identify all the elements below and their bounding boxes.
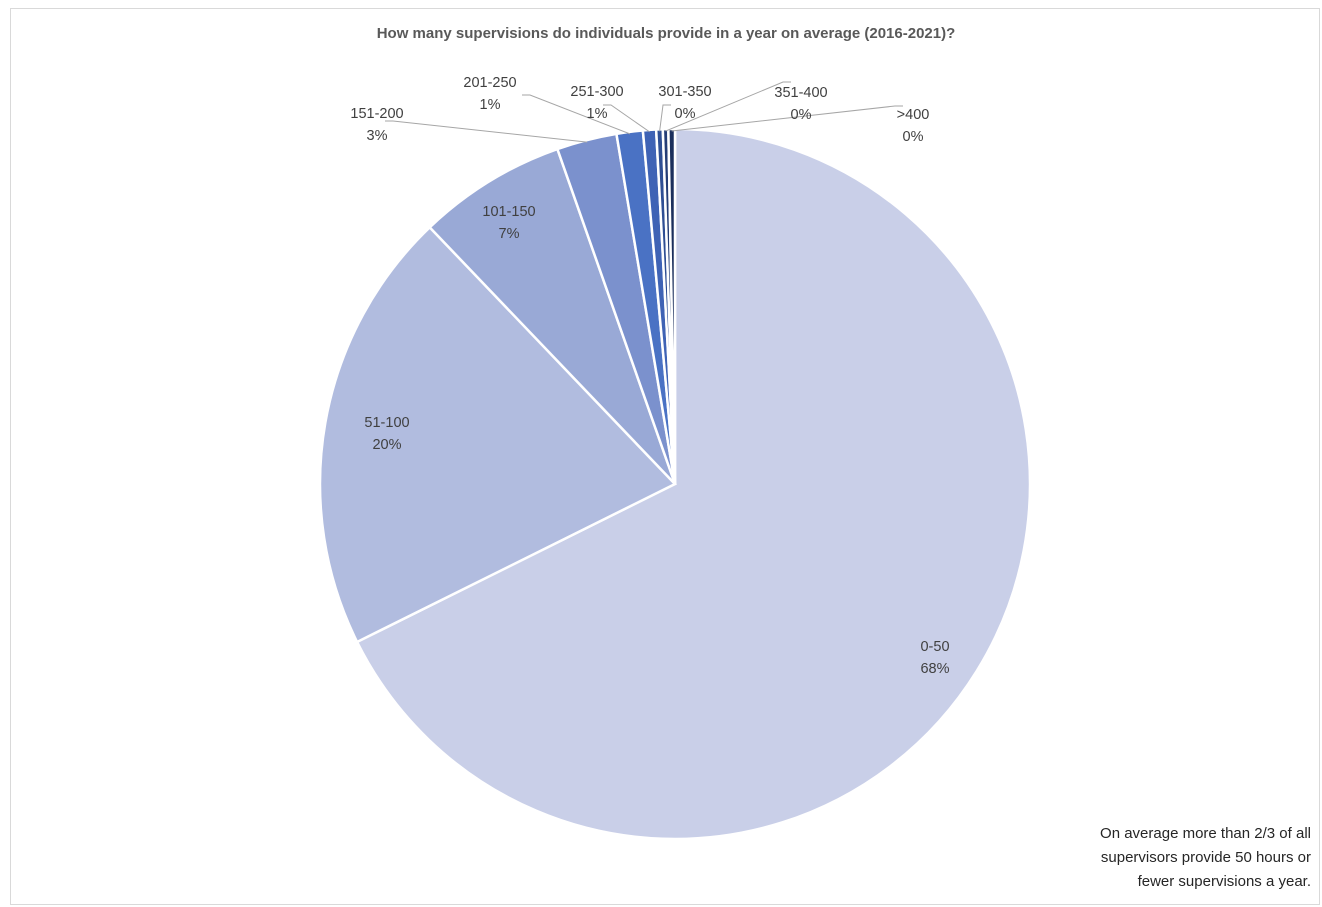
pie-slice-101-150 xyxy=(427,147,677,485)
data-label-percent: 3% xyxy=(367,128,388,144)
data-label-percent: 0% xyxy=(791,107,812,123)
data-label-percent: 1% xyxy=(480,97,501,113)
pie-slice-0-50 xyxy=(355,127,1032,841)
annotation-note: On average more than 2/3 of all supervis… xyxy=(991,822,1311,894)
data-label: 301-350 0% xyxy=(658,84,711,122)
leader-line xyxy=(665,81,791,132)
data-label-category: 201-250 xyxy=(463,75,516,91)
leader-line xyxy=(522,94,631,135)
data-label-category: >400 xyxy=(897,107,930,123)
data-label: >400 0% xyxy=(897,107,930,145)
data-label-category: 0-50 xyxy=(920,639,949,655)
data-label: 351-400 0% xyxy=(774,85,827,123)
data-label-category: 351-400 xyxy=(774,85,827,101)
leader-lines xyxy=(385,81,903,143)
leader-line xyxy=(385,120,588,143)
note-line: supervisors provide 50 hours or xyxy=(1100,849,1311,866)
pie-chart: How many supervisions do individuals pro… xyxy=(318,25,1032,841)
data-label: 201-250 1% xyxy=(463,75,516,113)
data-label-percent: 0% xyxy=(675,106,696,122)
data-label: 0-50 68% xyxy=(920,639,949,677)
data-label-percent: 7% xyxy=(499,226,520,242)
data-label-percent: 20% xyxy=(372,437,401,453)
pie-slice-51-100 xyxy=(318,225,678,644)
data-label-category: 51-100 xyxy=(364,415,409,431)
data-label-category: 151-200 xyxy=(350,106,403,122)
leader-line xyxy=(671,105,903,132)
leader-line xyxy=(659,104,671,132)
data-label-category: 251-300 xyxy=(570,84,623,100)
note-line: fewer supervisions a year. xyxy=(1137,873,1311,890)
data-label: 51-100 20% xyxy=(364,415,409,453)
chart-title: How many supervisions do individuals pro… xyxy=(377,25,956,42)
pie-slices xyxy=(318,127,1032,841)
leader-line xyxy=(603,104,650,133)
data-label-category: 301-350 xyxy=(658,84,711,100)
note-line: On average more than 2/3 of all xyxy=(1100,825,1311,842)
chart-area: How many supervisions do individuals pro… xyxy=(10,8,1320,905)
data-label: 251-300 1% xyxy=(570,84,623,122)
data-labels: 0-50 68% 51-100 20% 101-150 7% 151-200 3% 201-25… xyxy=(350,75,949,677)
data-label-percent: 1% xyxy=(587,106,608,122)
data-label: 101-150 7% xyxy=(482,204,535,242)
data-label: 151-200 3% xyxy=(350,106,403,144)
data-label-percent: 68% xyxy=(920,661,949,677)
data-label-percent: 0% xyxy=(903,129,924,145)
data-label-category: 101-150 xyxy=(482,204,535,220)
